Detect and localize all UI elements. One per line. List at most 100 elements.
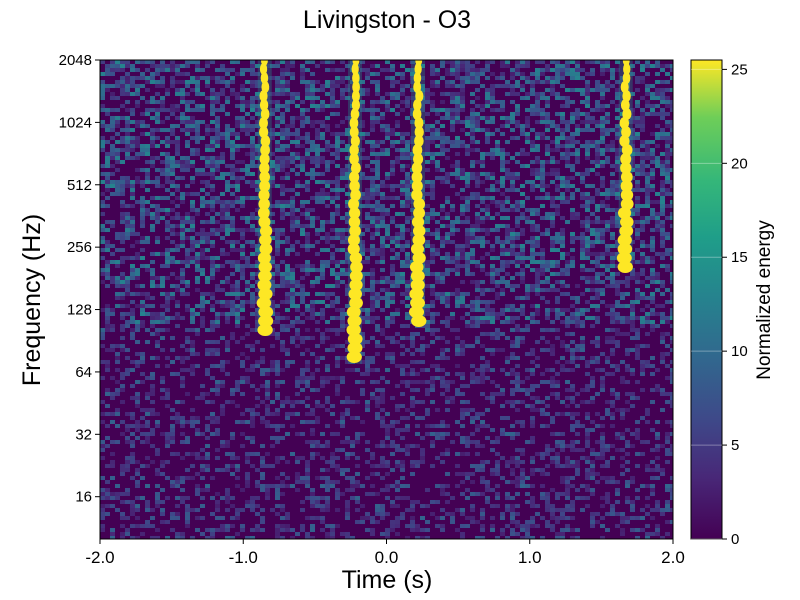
heatmap-cell (255, 144, 260, 148)
heatmap-cell (300, 336, 305, 340)
heatmap-cell (120, 184, 125, 188)
heatmap-cell (325, 296, 330, 300)
heatmap-cell (420, 88, 425, 92)
heatmap-cell (155, 316, 160, 320)
heatmap-cell (510, 204, 515, 208)
heatmap-cell (210, 88, 215, 92)
heatmap-cell (270, 332, 275, 336)
heatmap-cell (180, 72, 185, 76)
heatmap-cell (180, 80, 185, 84)
heatmap-cell (380, 400, 385, 404)
heatmap-cell (105, 140, 110, 144)
heatmap-cell (460, 88, 465, 92)
heatmap-cell (335, 392, 340, 396)
heatmap-cell (435, 364, 440, 368)
heatmap-cell (575, 64, 580, 68)
heatmap-cell (560, 228, 565, 232)
heatmap-cell (185, 304, 190, 308)
heatmap-cell (165, 188, 170, 192)
heatmap-cell (405, 152, 410, 156)
heatmap-cell (500, 168, 505, 172)
heatmap-cell (395, 236, 400, 240)
heatmap-cell (290, 132, 295, 136)
heatmap-cell (420, 296, 425, 300)
heatmap-cell (205, 172, 210, 176)
heatmap-cell (270, 168, 275, 172)
heatmap-cell (195, 288, 200, 292)
heatmap-cell (530, 268, 535, 272)
heatmap-cell (210, 196, 215, 200)
heatmap-cell (140, 308, 145, 312)
heatmap-cell (230, 284, 235, 288)
heatmap-cell (585, 156, 590, 160)
heatmap-cell (245, 124, 250, 128)
heatmap-cell (645, 72, 650, 76)
heatmap-cell (430, 136, 435, 140)
heatmap-cell (290, 220, 295, 224)
heatmap-cell (210, 340, 215, 344)
heatmap-cell (535, 396, 540, 400)
heatmap-cell (210, 168, 215, 172)
heatmap-cell (320, 276, 325, 280)
heatmap-cell (475, 104, 480, 108)
heatmap-cell (305, 60, 310, 64)
heatmap-cell (430, 92, 435, 96)
heatmap-cell (145, 60, 150, 64)
heatmap-cell (615, 160, 620, 164)
heatmap-cell (660, 152, 665, 156)
heatmap-cell (560, 144, 565, 148)
heatmap-cell (255, 404, 260, 408)
heatmap-cell (390, 256, 395, 260)
heatmap-cell (475, 284, 480, 288)
heatmap-cell (275, 396, 280, 400)
heatmap-cell (410, 260, 415, 264)
heatmap-cell (655, 60, 660, 64)
heatmap-cell (360, 388, 365, 392)
heatmap-cell (235, 200, 240, 204)
heatmap-cell (155, 136, 160, 140)
heatmap-cell (170, 224, 175, 228)
heatmap-cell (370, 276, 375, 280)
heatmap-cell (510, 116, 515, 120)
heatmap-cell (140, 152, 145, 156)
heatmap-cell (605, 128, 610, 132)
heatmap-cell (305, 336, 310, 340)
heatmap-cell (640, 256, 645, 260)
heatmap-cell (195, 60, 200, 64)
heatmap-cell (520, 244, 525, 248)
heatmap-cell (270, 108, 275, 112)
heatmap-cell (660, 236, 665, 240)
heatmap-cell (395, 256, 400, 260)
heatmap-cell (275, 120, 280, 124)
heatmap-cell (180, 220, 185, 224)
heatmap-cell (655, 192, 660, 196)
heatmap-cell (235, 292, 240, 296)
heatmap-cell (540, 248, 545, 252)
heatmap-cell (530, 140, 535, 144)
heatmap-cell (320, 312, 325, 316)
heatmap-cell (155, 144, 160, 148)
heatmap-cell (660, 204, 665, 208)
heatmap-cell (225, 252, 230, 256)
heatmap-cell (385, 276, 390, 280)
heatmap-cell (575, 112, 580, 116)
heatmap-cell (425, 328, 430, 332)
heatmap-cell (520, 400, 525, 404)
heatmap-cell (470, 92, 475, 96)
heatmap-cell (155, 356, 160, 360)
heatmap-cell (105, 204, 110, 208)
heatmap-cell (545, 300, 550, 304)
heatmap-cell (320, 88, 325, 92)
heatmap-cell (285, 276, 290, 280)
heatmap-cell (475, 216, 480, 220)
heatmap-cell (555, 188, 560, 192)
heatmap-cell (560, 320, 565, 324)
heatmap-cell (410, 60, 415, 64)
heatmap-cell (285, 172, 290, 176)
heatmap-cell (165, 160, 170, 164)
heatmap-cell (125, 228, 130, 232)
heatmap-cell (115, 80, 120, 84)
heatmap-cell (640, 364, 645, 368)
heatmap-cell (235, 208, 240, 212)
heatmap-cell (335, 68, 340, 72)
